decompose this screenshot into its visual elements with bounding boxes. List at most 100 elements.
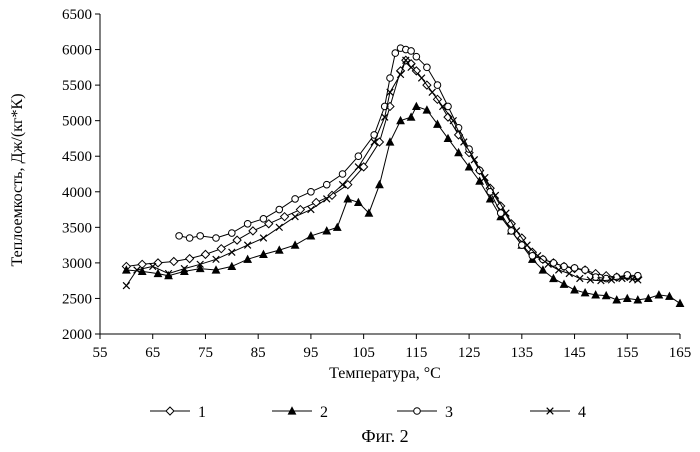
data-point: [323, 181, 330, 188]
data-point: [555, 267, 562, 274]
data-point: [186, 235, 193, 242]
data-point: [308, 188, 315, 195]
data-point: [412, 67, 420, 75]
y-tick-label: 4500: [62, 149, 92, 165]
data-point: [413, 53, 420, 60]
data-point: [407, 113, 415, 120]
x-axis-title: Температура, °C: [329, 365, 441, 382]
x-tick-label: 135: [511, 345, 534, 361]
data-point: [355, 153, 362, 160]
x-tick-label: 95: [303, 345, 318, 361]
y-tick-label: 2000: [62, 327, 92, 343]
y-tick-label: 6000: [62, 43, 92, 59]
data-point: [308, 206, 315, 213]
series-layer: [122, 45, 684, 307]
data-point: [429, 89, 436, 96]
y-tick-label: 5500: [62, 78, 92, 94]
data-point: [623, 294, 631, 301]
x-tick-label: 85: [251, 345, 266, 361]
x-tick-label: 55: [93, 345, 108, 361]
x-tick-label: 155: [616, 345, 639, 361]
legend-label: 4: [578, 404, 586, 421]
data-point: [233, 236, 241, 244]
data-point: [228, 262, 236, 269]
data-point: [244, 242, 251, 249]
data-point: [170, 257, 178, 265]
data-point: [434, 82, 441, 89]
data-point: [260, 235, 267, 242]
legend-label: 2: [320, 404, 328, 421]
series-3-line: [179, 48, 638, 278]
data-point: [213, 235, 220, 242]
data-point: [550, 274, 558, 281]
legend-item-4: 4: [530, 404, 586, 421]
legend-item-2: 2: [272, 404, 328, 421]
data-point: [423, 106, 431, 113]
data-point: [582, 267, 589, 274]
data-point: [213, 256, 220, 263]
plot-axes: [100, 14, 680, 334]
data-point: [571, 286, 579, 293]
legend: 1 2 3 4: [150, 404, 586, 421]
data-point: [281, 213, 289, 221]
data-point: [333, 223, 341, 230]
data-point: [392, 50, 399, 57]
figure-caption: Фиг. 2: [361, 426, 408, 446]
y-axis-title: Теплоемкость, Дж/(кг*К): [9, 93, 26, 266]
y-tick-label: 3500: [62, 220, 92, 236]
data-point: [328, 191, 336, 199]
data-point: [312, 198, 320, 206]
x-tick-label: 65: [145, 345, 160, 361]
data-point: [344, 195, 352, 202]
y-tick-label: 5000: [62, 114, 92, 130]
data-point: [408, 48, 415, 55]
legend-item-3: 3: [397, 404, 453, 421]
data-point: [244, 220, 251, 227]
x-tick-label: 125: [458, 345, 481, 361]
data-point: [424, 64, 431, 71]
legend-label: 3: [445, 404, 453, 421]
legend-item-1: 1: [150, 404, 206, 421]
x-tick-label: 75: [198, 345, 213, 361]
data-point: [655, 291, 663, 298]
x-tick-label: 165: [669, 345, 692, 361]
series-1: [122, 56, 641, 281]
legend-swatch-marker: [414, 408, 421, 415]
legend-swatch-marker: [166, 407, 174, 415]
data-point: [197, 233, 204, 240]
data-point: [123, 282, 130, 289]
data-point: [560, 280, 568, 287]
data-point: [566, 270, 573, 277]
data-point: [450, 117, 457, 124]
data-point: [217, 245, 225, 253]
y-axis-ticks: 2000250030003500400045005000550060006500: [62, 7, 100, 343]
data-point: [292, 196, 299, 203]
data-point: [418, 75, 425, 82]
data-point: [292, 213, 299, 220]
series-1-line: [126, 60, 637, 277]
data-point: [229, 249, 236, 256]
data-point: [376, 181, 384, 188]
data-point: [196, 264, 204, 271]
data-point: [176, 233, 183, 240]
x-axis-ticks: 55 65 75 85 95 105 115 125 135 145 155 165: [93, 334, 692, 361]
data-point: [134, 267, 141, 274]
data-point: [229, 230, 236, 237]
x-tick-label: 105: [352, 345, 375, 361]
data-point: [201, 250, 209, 258]
data-point: [412, 102, 420, 109]
data-point: [260, 216, 267, 223]
data-point: [676, 299, 684, 306]
legend-label: 1: [198, 404, 206, 421]
series-2: [122, 102, 683, 306]
y-tick-label: 4000: [62, 185, 92, 201]
data-point: [386, 138, 394, 145]
data-point: [291, 241, 299, 248]
data-point: [249, 227, 257, 235]
x-tick-label: 145: [563, 345, 586, 361]
data-point: [154, 259, 162, 267]
x-tick-label: 115: [405, 345, 427, 361]
data-point: [296, 206, 304, 214]
y-tick-label: 6500: [62, 7, 92, 23]
